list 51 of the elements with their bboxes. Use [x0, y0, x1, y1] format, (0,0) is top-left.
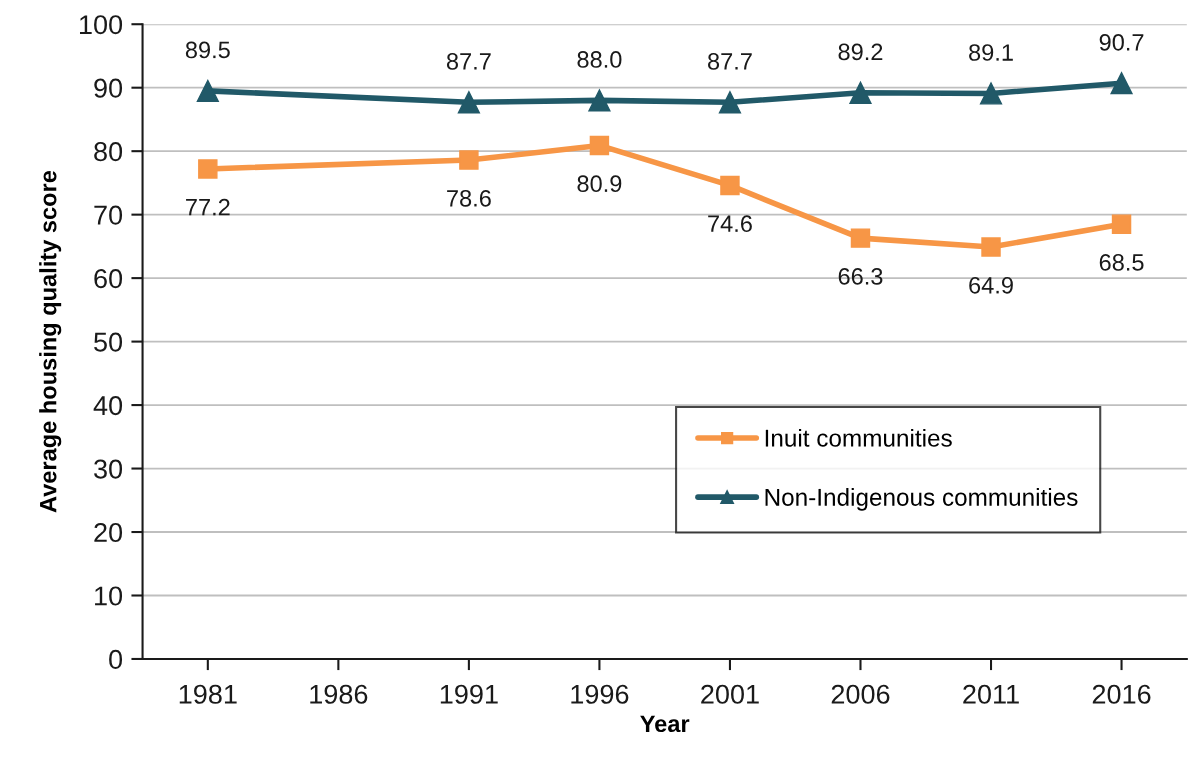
y-tick-label: 80 — [94, 142, 123, 162]
x-tick-label: 2016 — [1092, 684, 1151, 704]
data-label: 64.9 — [969, 276, 1013, 294]
data-label: 87.7 — [708, 53, 752, 70]
data-label: 87.7 — [446, 53, 491, 70]
point — [850, 228, 871, 248]
x-axis-title: Year — [640, 715, 690, 733]
point — [589, 135, 610, 156]
legend-label: Inuit communities — [765, 428, 952, 447]
y-tick-label: 30 — [94, 459, 123, 479]
point — [457, 91, 481, 114]
y-tick-label: 100 — [80, 15, 123, 35]
point — [1110, 72, 1133, 95]
y-tick-label: 0 — [109, 649, 123, 670]
data-label: 66.3 — [838, 268, 883, 285]
data-label: 88.0 — [577, 51, 622, 68]
y-axis-title: Average housing quality score — [39, 170, 62, 513]
point — [196, 79, 219, 102]
data-label: 80.9 — [577, 175, 622, 193]
point — [849, 81, 872, 104]
x-tick-label: 1991 — [440, 684, 498, 704]
legend-label: Non-Indigenous communities — [765, 488, 1078, 511]
y-tick-label: 90 — [94, 78, 123, 98]
y-tick-label: 70 — [94, 205, 123, 225]
x-tick-label: 2001 — [701, 684, 759, 704]
y-tick-label: 60 — [94, 269, 123, 289]
data-label: 89.2 — [838, 43, 883, 61]
point — [198, 159, 218, 179]
x-tick-label: 1986 — [310, 684, 368, 704]
point — [1111, 214, 1132, 234]
data-label: 77.2 — [186, 198, 230, 216]
y-tick-label: 40 — [93, 395, 123, 416]
data-label: 74.6 — [708, 215, 752, 233]
x-tick-label: 2006 — [831, 684, 890, 704]
x-tick-label: 2011 — [963, 684, 1019, 704]
y-tick-label: 10 — [95, 586, 123, 606]
y-tick-label: 50 — [94, 332, 123, 352]
point — [720, 175, 740, 196]
point — [718, 91, 742, 114]
x-tick-label: 1996 — [571, 684, 629, 704]
data-label: 89.5 — [185, 41, 230, 59]
point — [981, 237, 1001, 257]
data-label: 68.5 — [1099, 254, 1144, 271]
point — [588, 89, 611, 112]
data-label: 89.1 — [969, 44, 1013, 61]
point — [979, 82, 1003, 105]
data-label: 90.7 — [1099, 33, 1144, 51]
x-tick-label: 1981 — [179, 684, 237, 704]
y-tick-label: 20 — [94, 522, 123, 543]
point — [459, 150, 479, 170]
data-label: 78.6 — [447, 189, 491, 207]
